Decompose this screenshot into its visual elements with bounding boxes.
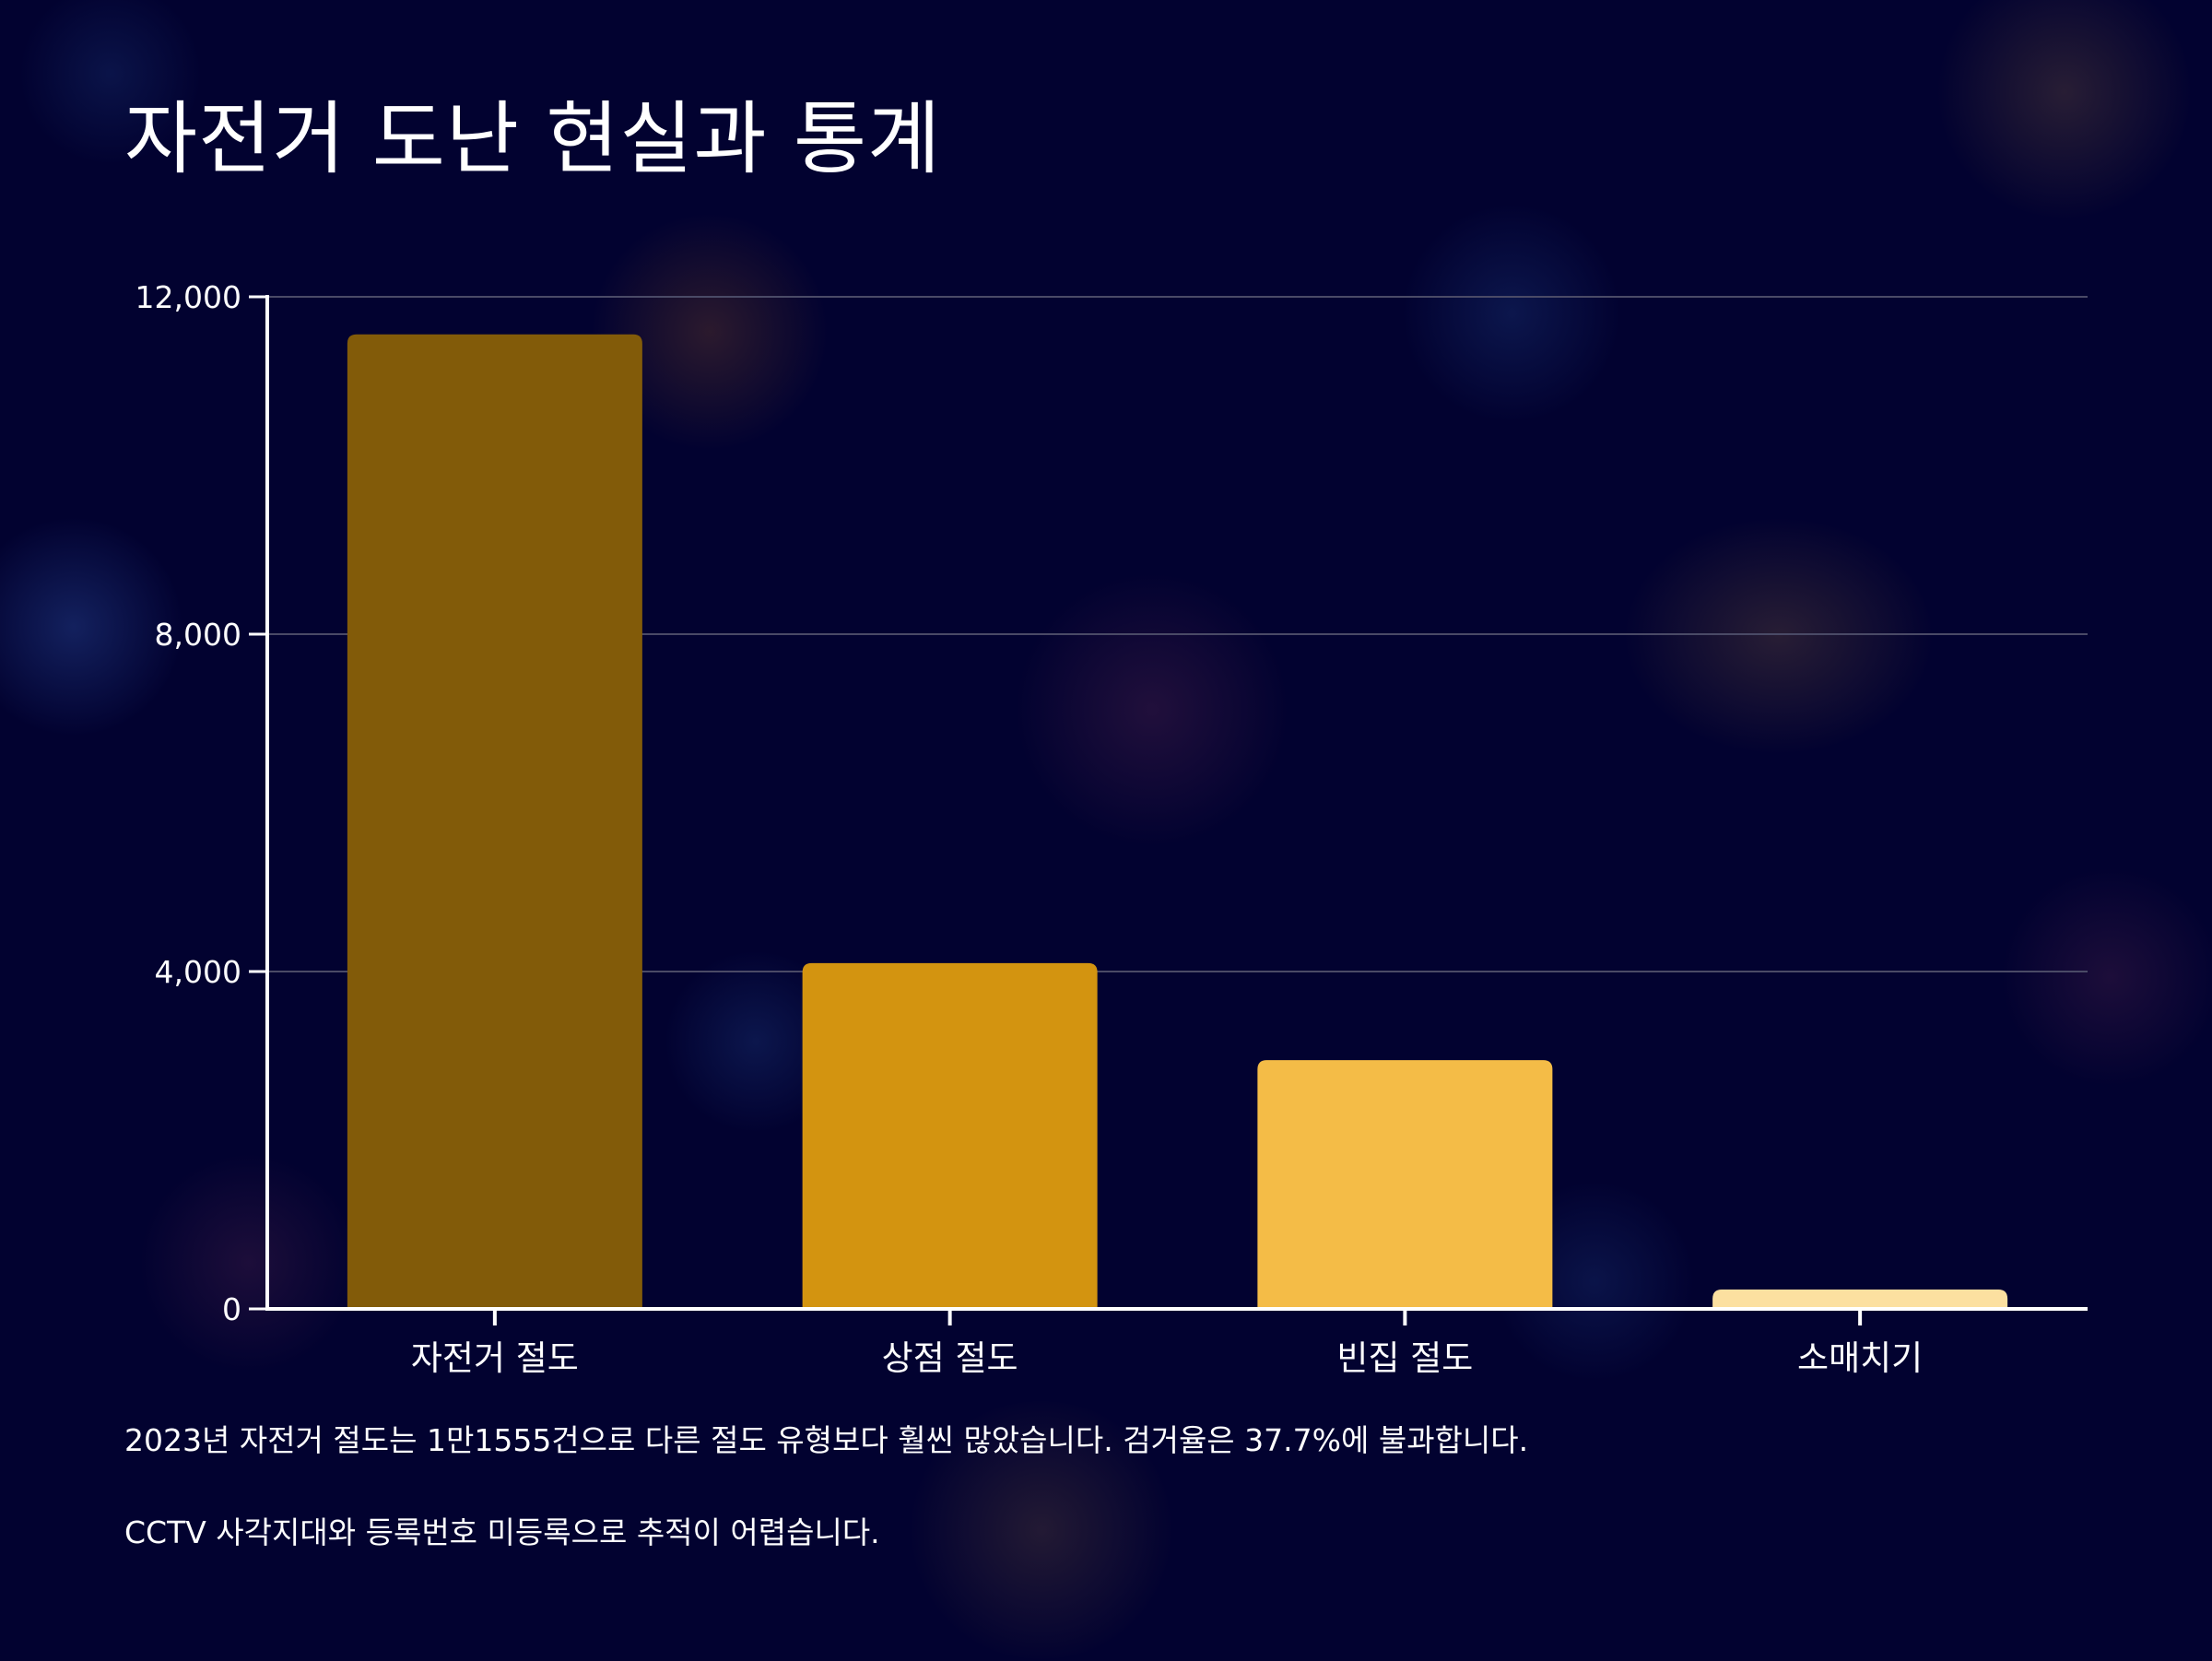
y-tick-label: 12,000 (135, 279, 241, 315)
description-text: CCTV 사각지대와 등록번호 미등록으로 추적이 어렵습니다. (124, 1514, 880, 1550)
x-tick-label: 상점 절도 (882, 1338, 1018, 1378)
bar (802, 962, 1098, 1309)
y-tick-label: 4,000 (155, 954, 241, 990)
x-tick-label: 빈집 절도 (1336, 1338, 1473, 1378)
chart-title: 자전거 도난 현실과 통계 (124, 93, 942, 185)
y-tick-label: 8,000 (155, 617, 241, 653)
description-text: 2023년 자전거 절도는 1만1555건으로 다른 절도 유형보다 훨씬 많았… (124, 1422, 1529, 1458)
bar (1712, 1289, 2008, 1309)
y-tick-label: 0 (222, 1291, 241, 1327)
x-tick-label: 자전거 절도 (411, 1338, 579, 1378)
bar (347, 334, 642, 1309)
x-tick-label: 소매치기 (1797, 1338, 1923, 1378)
bar (1257, 1060, 1553, 1309)
